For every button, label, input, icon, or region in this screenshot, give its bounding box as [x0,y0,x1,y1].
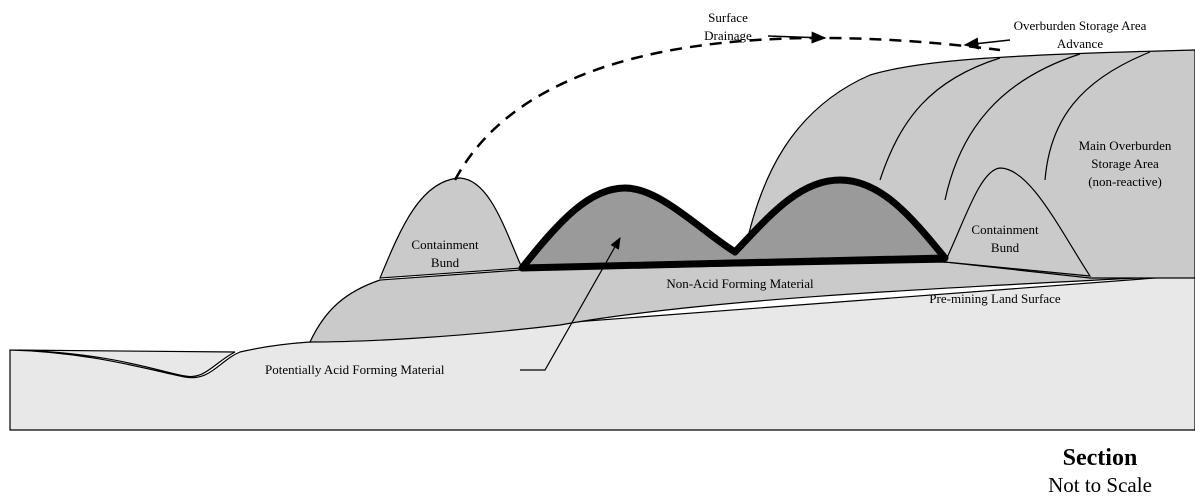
caption-subtitle: Not to Scale [1048,473,1152,497]
arrow [963,37,1011,50]
label: Potentially Acid Forming Material [265,362,445,377]
naf-mound [518,176,949,272]
drainage-arc [453,36,1001,181]
ground [9,274,1195,431]
label: Overburden Storage Area Advance [1014,18,1147,51]
label: Containment Bund [971,222,1039,255]
leader-line [520,236,621,371]
mound-base [521,259,946,269]
label: Containment Bund [411,237,479,270]
label: Surface Drainage [704,10,752,43]
right-bund [944,167,1092,277]
advance-line [879,57,1001,181]
advance-line [944,53,1081,201]
paf-layer [309,261,1195,343]
left-bund [379,177,523,279]
label: Main Overburden Storage Area (non-reactive… [1079,138,1172,189]
arrow [767,31,827,44]
label: Pre-mining Land Surface [929,291,1061,306]
label: Non-Acid Forming Material [666,276,814,291]
caption-title: Section [1063,445,1138,471]
advance-line [1044,51,1151,181]
